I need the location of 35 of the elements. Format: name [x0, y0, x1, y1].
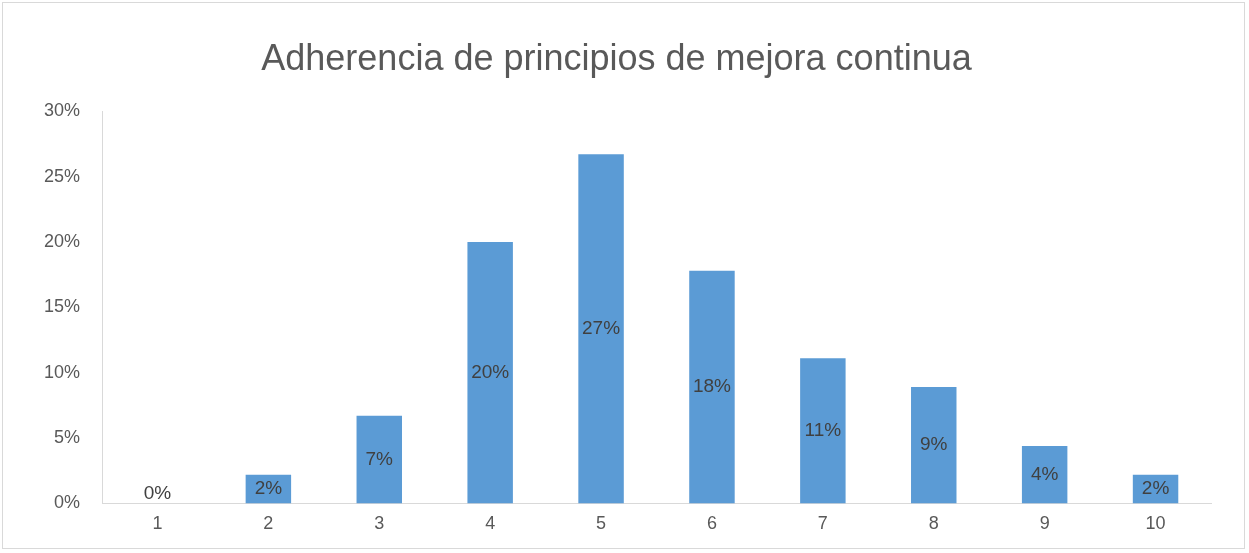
bar	[800, 358, 846, 504]
y-tick-label: 25%	[44, 165, 81, 186]
bar	[911, 387, 957, 504]
data-label: 11%	[804, 419, 842, 441]
x-tick-label: 1	[152, 513, 163, 534]
bar	[356, 415, 402, 504]
data-label: 2%	[254, 477, 283, 499]
x-tick-label: 8	[928, 513, 939, 534]
y-tick-label: 0%	[54, 492, 81, 513]
data-label: 18%	[692, 375, 732, 397]
x-tick-label: 3	[374, 513, 385, 534]
data-label: 20%	[471, 360, 510, 382]
x-tick-label: 2	[263, 513, 274, 534]
data-label: 27%	[582, 317, 621, 339]
x-tick-label: 10	[1145, 513, 1166, 534]
y-tick-label: 30%	[44, 100, 81, 121]
y-tick-label: 5%	[54, 427, 81, 447]
y-tick-label: 15%	[44, 296, 81, 317]
bar	[578, 154, 624, 504]
x-tick-label: 4	[485, 513, 496, 534]
bar	[1021, 445, 1068, 504]
bar	[467, 241, 513, 504]
chart-title: Adherencia de principios de mejora continua	[261, 36, 973, 78]
data-label: 0%	[143, 481, 172, 503]
data-label: 9%	[920, 433, 948, 455]
x-tick-label: 6	[706, 513, 717, 534]
x-tick-label: 9	[1039, 513, 1050, 534]
x-tick-label: 5	[596, 513, 607, 534]
y-tick-label: 10%	[44, 361, 81, 382]
bar	[689, 270, 735, 504]
data-label: 2%	[1141, 477, 1170, 499]
data-label: 7%	[365, 447, 394, 469]
y-tick-label: 20%	[44, 230, 81, 251]
x-tick-label: 7	[817, 513, 828, 534]
data-label: 4%	[1030, 462, 1059, 484]
